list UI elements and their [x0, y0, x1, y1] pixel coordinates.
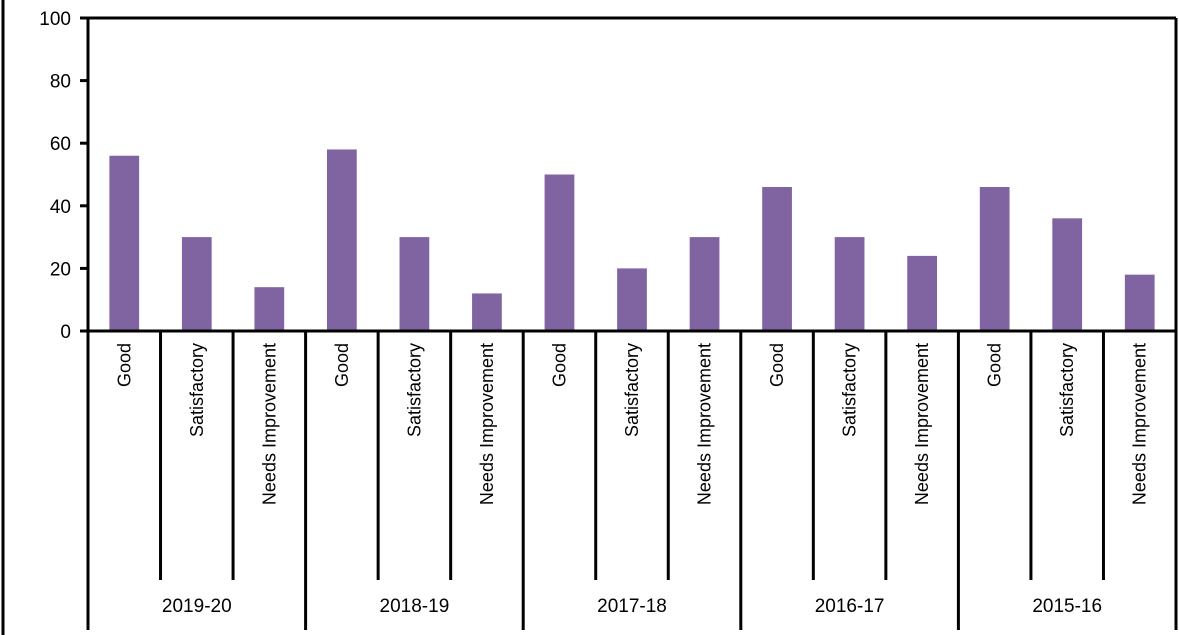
bars	[109, 149, 1155, 331]
bar	[907, 255, 938, 331]
y-axis: 0 20 40 60 80 100	[39, 9, 90, 630]
bar	[181, 237, 212, 331]
y-tick-label: 60	[50, 134, 71, 155]
x-group-label: 2017-18	[597, 596, 667, 617]
bar	[326, 149, 357, 331]
y-tick-label: 0	[60, 322, 71, 343]
x-category-label: Good	[767, 343, 787, 387]
bar	[617, 268, 647, 331]
x-category-label: Satisfactory	[404, 343, 424, 437]
bar	[472, 293, 502, 331]
bar	[1124, 274, 1155, 331]
bar	[254, 287, 285, 331]
x-group-label: 2015-16	[1032, 596, 1102, 617]
bar	[762, 187, 792, 331]
x-category-label: Good	[114, 343, 134, 387]
x-category-label: Satisfactory	[187, 343, 207, 437]
bar	[1052, 218, 1083, 331]
bar	[834, 237, 865, 331]
x-axis: Good Satisfactory Needs Improvement 2019-20…	[88, 329, 1178, 630]
x-category-label: Satisfactory	[840, 343, 860, 437]
x-category-label: Satisfactory	[622, 343, 642, 437]
x-category-label: Good	[332, 343, 352, 387]
x-category-label: Needs Improvement	[477, 343, 497, 505]
x-group-label: 2016-17	[815, 596, 885, 617]
x-category-label: Needs Improvement	[259, 343, 279, 505]
bar	[979, 187, 1010, 331]
x-category-label: Good	[549, 343, 569, 387]
y-tick-label: 100	[39, 9, 71, 30]
bar	[109, 155, 140, 331]
x-group-label: 2019-20	[162, 596, 232, 617]
x-category-label: Good	[985, 343, 1005, 387]
y-tick-label: 40	[50, 197, 71, 218]
y-tick-label: 20	[50, 259, 71, 280]
x-category-label: Needs Improvement	[695, 343, 715, 505]
x-category-label: Needs Improvement	[1130, 343, 1150, 505]
x-category-label: Satisfactory	[1057, 343, 1077, 437]
bar	[399, 237, 430, 331]
x-category-label: Needs Improvement	[912, 343, 932, 505]
y-tick-label: 80	[50, 72, 71, 93]
bar	[544, 174, 575, 331]
x-group-label: 2018-19	[380, 596, 450, 617]
bar	[689, 237, 720, 331]
